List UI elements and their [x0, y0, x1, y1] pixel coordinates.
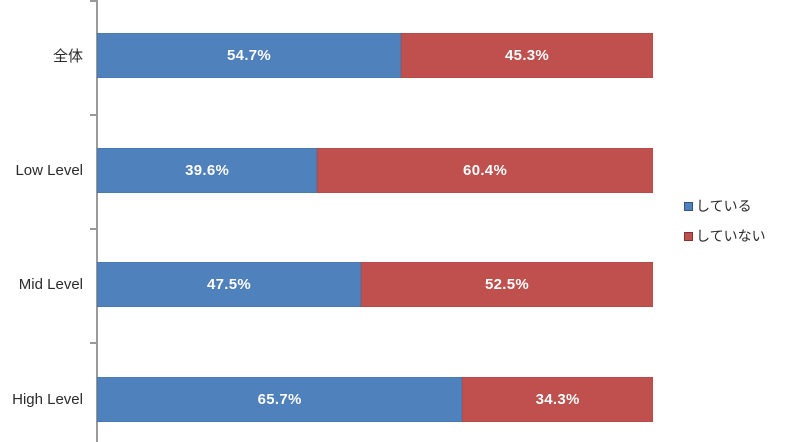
- axis-tick: [90, 114, 96, 116]
- data-label: 54.7%: [227, 47, 272, 64]
- bar-segment-red: 45.3%: [401, 33, 653, 78]
- legend-label: していない: [696, 228, 766, 244]
- stacked-bar: 54.7% 45.3%: [97, 33, 653, 78]
- bar-segment-red: 52.5%: [361, 262, 653, 307]
- category-label: Mid Level: [18, 276, 83, 293]
- bar-segment-blue: 39.6%: [97, 148, 318, 193]
- data-label: 65.7%: [257, 391, 302, 408]
- data-label: 52.5%: [485, 276, 530, 293]
- legend-label: している: [696, 198, 752, 214]
- category-axis-line: [96, 0, 98, 442]
- bar-segment-blue: 54.7%: [97, 33, 402, 78]
- category-label: Low Level: [15, 162, 83, 179]
- legend-item-shiteinai: していない: [684, 226, 766, 246]
- legend-item-shiteiru: している: [684, 196, 766, 216]
- axis-tick: [90, 228, 96, 230]
- legend: している していない: [684, 196, 766, 246]
- chart-row: Low Level 39.6% 60.4%: [0, 148, 800, 193]
- stacked-bar: 39.6% 60.4%: [97, 148, 653, 193]
- data-label: 39.6%: [185, 162, 230, 179]
- data-label: 45.3%: [505, 47, 550, 64]
- axis-tick: [90, 0, 96, 2]
- data-label: 47.5%: [207, 276, 252, 293]
- legend-swatch-blue-icon: [684, 201, 693, 211]
- bar-segment-red: 34.3%: [462, 377, 653, 422]
- bar-segment-red: 60.4%: [317, 148, 653, 193]
- data-label: 34.3%: [535, 391, 580, 408]
- chart-row: 全体 54.7% 45.3%: [0, 33, 800, 78]
- legend-swatch-red-icon: [684, 231, 693, 241]
- category-label: High Level: [12, 391, 83, 408]
- bar-segment-blue: 47.5%: [97, 262, 362, 307]
- chart-row: High Level 65.7% 34.3%: [0, 377, 800, 422]
- stacked-bar: 47.5% 52.5%: [97, 262, 653, 307]
- axis-tick: [90, 342, 96, 344]
- category-label: 全体: [52, 48, 83, 65]
- stacked-bar: 65.7% 34.3%: [97, 377, 653, 422]
- bar-segment-blue: 65.7%: [97, 377, 463, 422]
- data-label: 60.4%: [463, 162, 508, 179]
- chart-row: Mid Level 47.5% 52.5%: [0, 262, 800, 307]
